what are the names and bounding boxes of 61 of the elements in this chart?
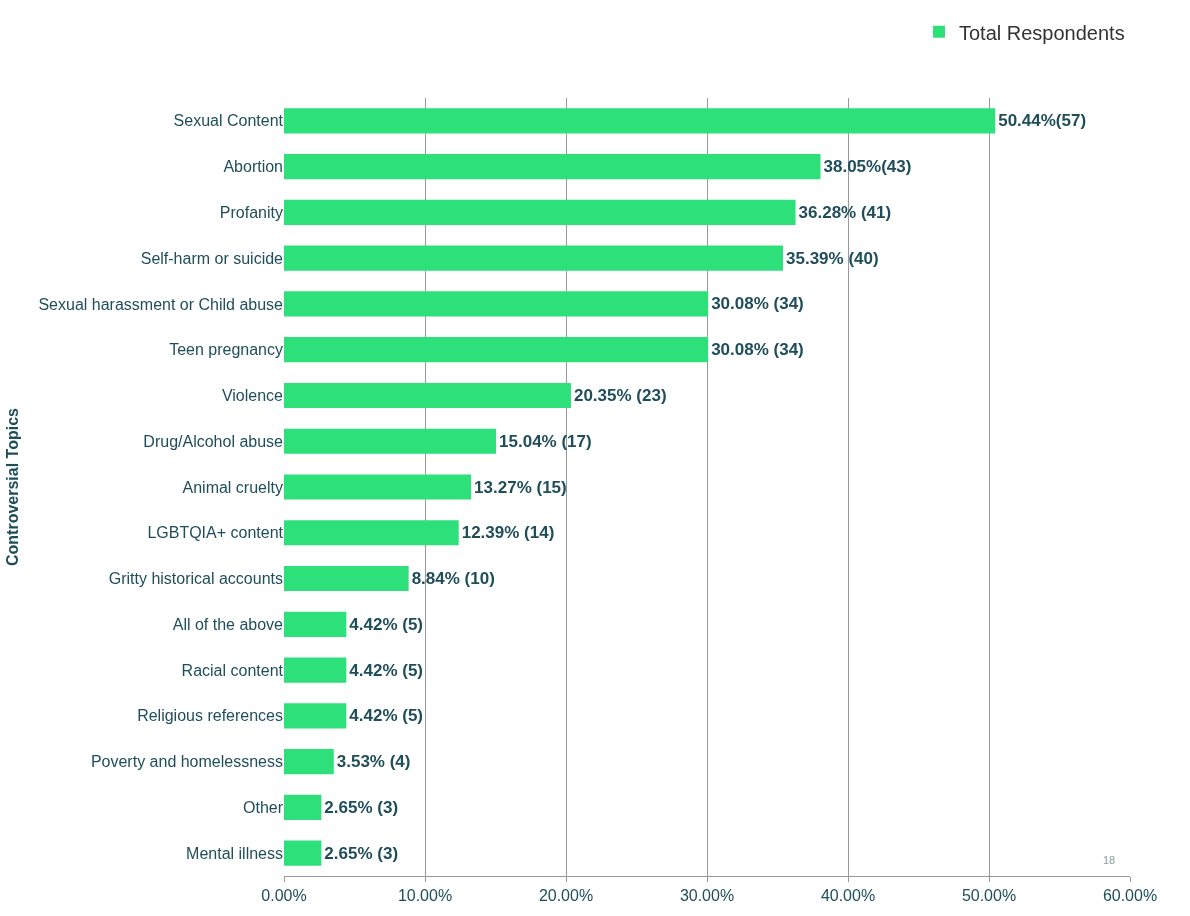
x-tick-label: 60.00% xyxy=(1102,887,1158,905)
bar xyxy=(284,794,322,820)
data-label: 2.65% (3) xyxy=(324,843,399,863)
data-label: 35.39% (40) xyxy=(786,248,879,268)
bar xyxy=(284,428,497,454)
y-tick-label: Racial content xyxy=(181,661,284,679)
x-tick-label: 10.00% xyxy=(397,887,453,905)
x-tick-label: 40.00% xyxy=(820,887,876,905)
y-tick-label: Violence xyxy=(221,387,284,405)
y-tick-label: Gritty historical accounts xyxy=(108,570,283,588)
y-tick-label: Sexual Content xyxy=(173,112,284,130)
data-label: 8.84% (10) xyxy=(411,569,495,589)
bar xyxy=(284,565,409,592)
bar xyxy=(284,749,334,775)
data-label: 15.04% (17) xyxy=(499,431,592,451)
y-tick-label: All of the above xyxy=(172,615,284,633)
y-tick-label: Abortion xyxy=(223,158,283,176)
bar xyxy=(284,245,783,271)
y-tick-label: Profanity xyxy=(219,204,283,222)
data-label: 3.53% (4) xyxy=(336,752,411,772)
x-tick-label: 20.00% xyxy=(538,887,594,905)
y-tick-label: Teen pregnancy xyxy=(169,341,283,359)
bar xyxy=(284,382,571,409)
data-label: 50.44%(57) xyxy=(998,111,1087,131)
x-tick-label: 0.00% xyxy=(261,887,307,905)
data-label: 38.05%(43) xyxy=(823,157,912,177)
bar xyxy=(284,840,322,866)
data-label: 30.08% (34) xyxy=(711,340,804,360)
bar xyxy=(284,520,459,546)
annotation: 18 xyxy=(1103,854,1116,866)
y-tick-label: Sexual harassment or Child abuse xyxy=(38,295,284,313)
bar xyxy=(284,199,796,225)
bar xyxy=(284,291,709,317)
x-tick-label: 30.00% xyxy=(679,887,735,905)
bar xyxy=(284,108,996,134)
bar xyxy=(284,703,347,729)
y-tick-label: Animal cruelty xyxy=(182,478,283,496)
y-tick-label: Religious references xyxy=(137,707,283,725)
bar xyxy=(284,611,347,637)
y-tick-label: Self-harm or suicide xyxy=(140,249,284,267)
y-tick-label: Poverty and homelessness xyxy=(90,753,283,771)
y-axis-title: Controversial Topics xyxy=(4,407,22,566)
data-label: 36.28% (41) xyxy=(798,202,892,222)
y-tick-label: Drug/Alcohol abuse xyxy=(143,432,284,450)
y-tick-label: Other xyxy=(242,798,284,816)
y-tick-label: Mental illness xyxy=(186,844,283,862)
bar xyxy=(284,337,709,363)
bar xyxy=(284,657,347,683)
data-label: 13.27% (15) xyxy=(474,477,567,497)
data-label: 2.65% (3) xyxy=(324,797,399,817)
data-label: 30.08% (34) xyxy=(711,294,804,314)
data-label: 4.42% (5) xyxy=(349,614,424,634)
y-tick-label: LGBTQIA+ content xyxy=(147,524,284,542)
bar xyxy=(284,154,821,180)
data-label: 20.35% (23) xyxy=(573,385,667,405)
data-label: 12.39% (14) xyxy=(461,523,555,543)
data-label: 4.42% (5) xyxy=(349,660,424,680)
data-label: 4.42% (5) xyxy=(349,706,424,726)
legend-label: Total Respondents xyxy=(959,21,1125,44)
x-tick-label: 50.00% xyxy=(961,887,1017,905)
bar xyxy=(284,474,472,500)
